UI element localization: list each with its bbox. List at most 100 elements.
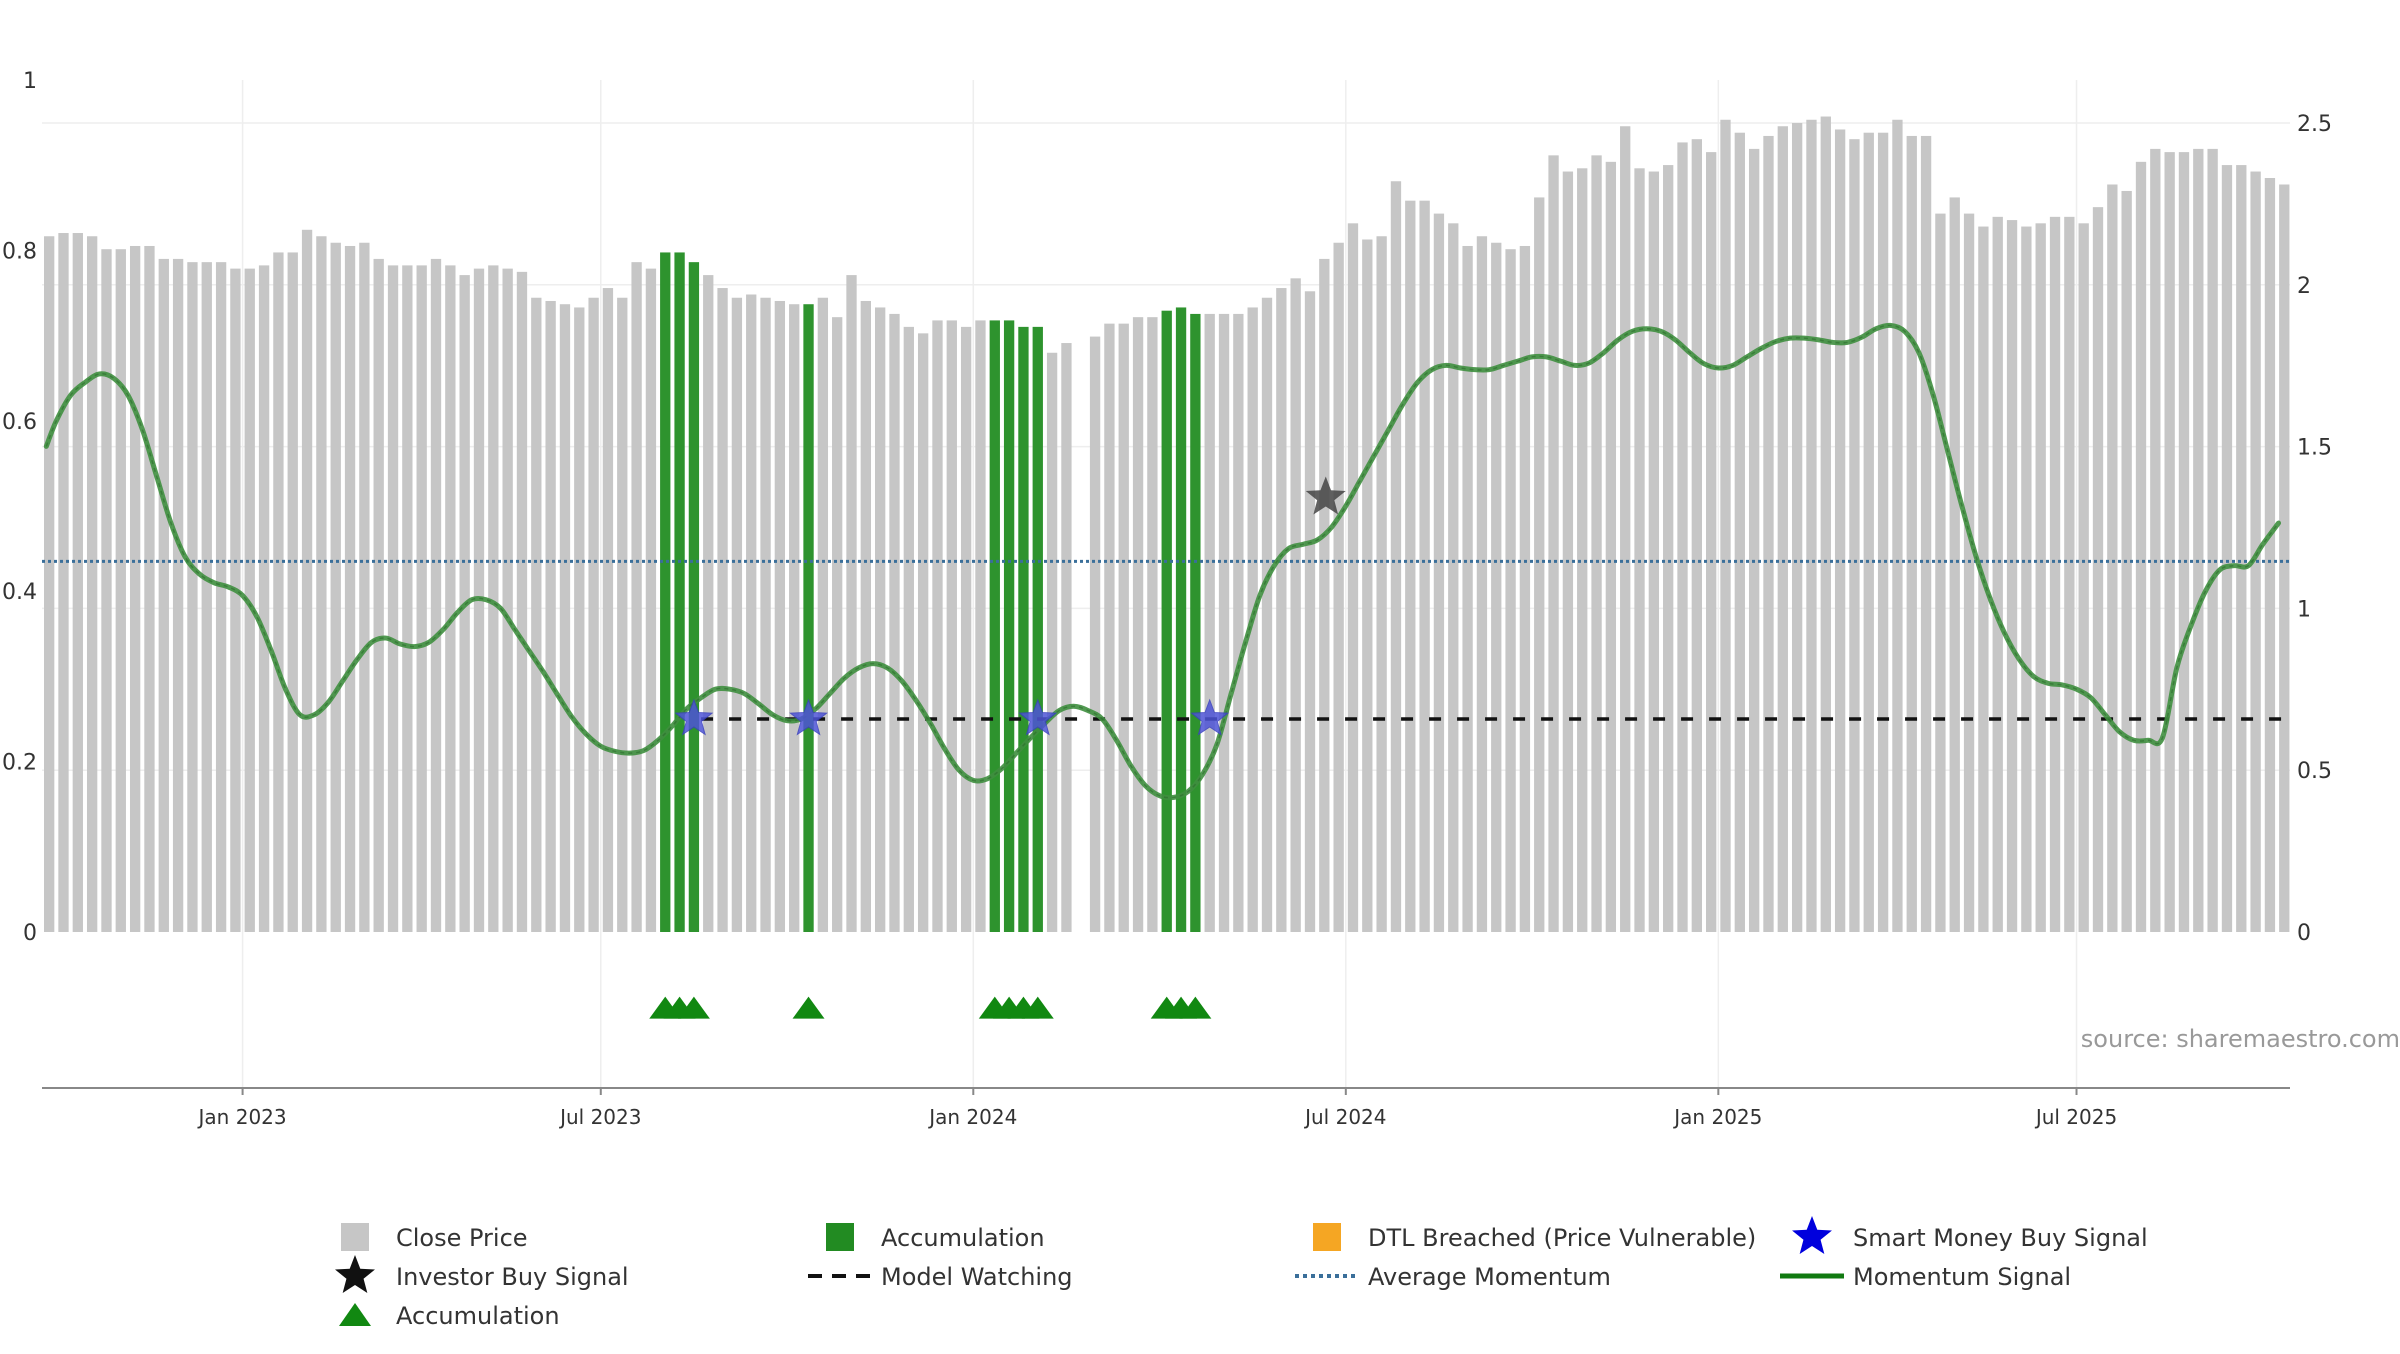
close-price-bar	[1089, 336, 1101, 933]
close-price-bar	[2064, 216, 2075, 933]
close-price-bar	[1806, 119, 1817, 932]
close-price-bar	[158, 258, 169, 932]
close-price-bar	[2135, 161, 2147, 932]
close-price-bar	[1448, 223, 1459, 932]
close-price-bars	[44, 116, 2290, 933]
close-price-bar	[287, 252, 298, 932]
close-price-bar	[44, 236, 55, 932]
close-price-bar	[975, 320, 986, 932]
close-price-bar	[1748, 148, 1760, 932]
x-tick-label: Jan 2023	[197, 1105, 287, 1129]
close-price-bar	[330, 242, 341, 933]
close-price-bar	[387, 265, 399, 932]
close-price-bar	[416, 265, 427, 932]
right-y-tick-label: 0	[2297, 921, 2311, 946]
close-price-bar	[1233, 313, 1244, 932]
smart-money-buy-star	[1018, 698, 1058, 736]
accumulation-bar	[1190, 313, 1201, 932]
close-price-bar	[1720, 119, 1731, 932]
x-tick-label: Jul 2023	[558, 1105, 641, 1129]
left-y-tick-label: 0	[23, 921, 37, 946]
close-price-bar	[1620, 126, 1631, 933]
close-price-bar	[760, 297, 771, 932]
close-price-bar	[1104, 323, 1115, 932]
close-price-bar	[101, 249, 112, 932]
legend-swatch-triangle	[339, 1303, 371, 1326]
close-price-bar	[2049, 216, 2061, 933]
accumulation-bar	[989, 320, 1000, 932]
close-price-bar	[273, 252, 284, 932]
legend-swatch-star	[1792, 1216, 1832, 1254]
legend-item-accumulation-marker: Accumulation	[339, 1302, 560, 1330]
close-price-bar	[172, 258, 184, 932]
close-price-bar	[1118, 323, 1129, 932]
x-tick-label: Jul 2025	[2034, 1105, 2117, 1129]
legend-label: Accumulation	[881, 1224, 1045, 1252]
close-price-bar	[2078, 223, 2089, 932]
close-price-bar	[445, 265, 456, 932]
close-price-bar	[2236, 165, 2247, 932]
close-price-bar	[1763, 135, 1774, 932]
close-price-bar	[115, 249, 126, 932]
left-y-tick-label: 0.8	[2, 239, 37, 264]
close-price-bar	[1390, 181, 1402, 932]
close-price-bar	[258, 265, 270, 932]
close-price-bar	[602, 288, 614, 932]
legend-item-avg-momentum: Average Momentum	[1295, 1263, 1611, 1291]
left-y-tick-label: 1	[23, 69, 37, 94]
close-price-bar	[917, 333, 929, 933]
accumulation-bar	[674, 252, 685, 932]
accumulation-bar	[1175, 307, 1187, 932]
close-price-bar	[703, 275, 714, 933]
close-price-bar	[2264, 178, 2276, 932]
accumulation-bar	[1018, 326, 1029, 932]
close-price-bar	[960, 326, 972, 932]
close-price-bar	[545, 300, 556, 933]
close-price-bar	[201, 262, 212, 932]
accumulation-bar	[1161, 310, 1172, 932]
close-price-bar	[1963, 213, 1975, 933]
legend-item-model-watching: Model Watching	[808, 1263, 1073, 1291]
axes: Jan 2023 Jul 2023 Jan 2024 Jul 2024 Jan 2025…	[2, 69, 2332, 1129]
legend-item-dtl-breached: DTL Breached (Price Vulnerable)	[1313, 1223, 1756, 1252]
right-y-tick-label: 2.5	[2297, 112, 2332, 137]
close-price-bar	[359, 242, 370, 933]
legend: Close Price Accumulation DTL Breached (Pri…	[335, 1216, 2148, 1330]
close-price-bar	[516, 271, 528, 932]
close-price-bar	[774, 300, 786, 933]
close-price-bar	[1734, 132, 1745, 932]
close-price-bar	[1505, 249, 1516, 932]
accumulation-triangle	[1021, 996, 1054, 1019]
close-price-bar	[1147, 317, 1158, 932]
close-price-bar	[1061, 343, 1072, 932]
right-y-tick-label: 0.5	[2297, 759, 2332, 784]
close-price-bar	[789, 304, 800, 933]
close-price-bar	[1892, 119, 1903, 932]
smart-money-buy-star	[674, 698, 714, 736]
accumulation-bar	[688, 262, 700, 932]
x-tick-label: Jul 2024	[1303, 1105, 1386, 1129]
close-price-bar	[832, 317, 843, 932]
close-price-bar	[1849, 139, 1860, 932]
left-y-tick-label: 0.6	[2, 410, 37, 435]
right-y-tick-label: 1.5	[2297, 436, 2332, 461]
legend-label: Accumulation	[396, 1302, 560, 1330]
left-y-tick-label: 0.2	[2, 751, 37, 776]
legend-item-investor-buy: Investor Buy Signal	[335, 1255, 629, 1293]
signal-markers	[649, 476, 1346, 1019]
close-price-bar	[2021, 226, 2032, 933]
accumulation-triangle	[1179, 996, 1212, 1019]
close-price-bar	[875, 307, 886, 932]
legend-item-smart-money: Smart Money Buy Signal	[1792, 1216, 2148, 1254]
close-price-bar	[2178, 152, 2190, 932]
accumulation-bar	[660, 252, 671, 932]
legend-item-momentum-signal: Momentum Signal	[1780, 1263, 2071, 1291]
close-price-bar	[1347, 223, 1359, 932]
legend-label: Close Price	[396, 1224, 528, 1252]
close-price-bar	[817, 297, 829, 932]
close-price-bar	[1419, 200, 1430, 932]
close-price-bar	[2092, 207, 2104, 932]
close-price-bar	[746, 294, 757, 932]
close-price-bar	[1218, 313, 1230, 932]
close-price-bar	[1132, 317, 1144, 932]
